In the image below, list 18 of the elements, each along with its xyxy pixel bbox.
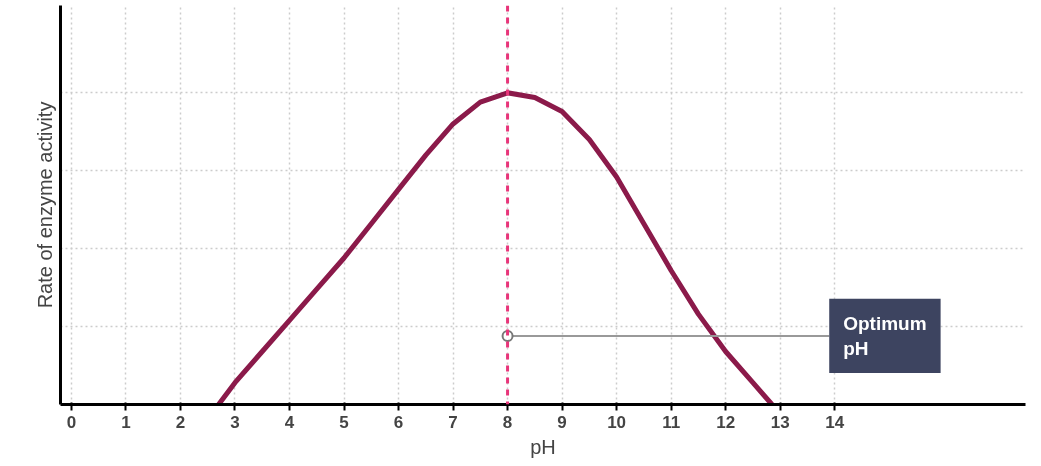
x-tick-label: 6 bbox=[393, 412, 404, 432]
x-tick-label: 1 bbox=[121, 412, 131, 432]
x-tick-label: 9 bbox=[557, 412, 567, 432]
x-tick-label: 14 bbox=[825, 412, 845, 432]
x-tick-label: 2 bbox=[175, 412, 186, 432]
x-tick-label: 7 bbox=[448, 412, 458, 432]
x-tick-label: 12 bbox=[716, 412, 736, 432]
x-tick-label: 13 bbox=[770, 412, 790, 432]
x-tick-label: 10 bbox=[607, 412, 627, 432]
x-axis-title: pH bbox=[530, 435, 556, 458]
x-tick-label: 4 bbox=[284, 412, 295, 432]
x-tick-label: 0 bbox=[66, 412, 77, 432]
annotation: Optimum pH bbox=[843, 312, 927, 360]
x-tick-label: 8 bbox=[502, 412, 513, 432]
x-tick-label: 11 bbox=[662, 412, 681, 432]
x-tick-label: 3 bbox=[230, 412, 240, 432]
x-tick-label: 5 bbox=[339, 412, 349, 432]
y-axis-title: Rate of enzyme activity bbox=[33, 101, 56, 309]
